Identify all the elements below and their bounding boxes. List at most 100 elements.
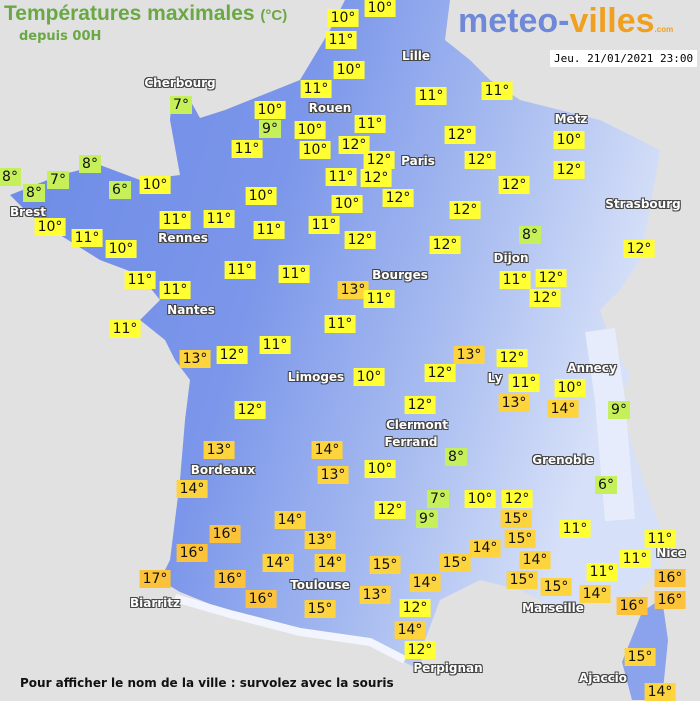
temperature-marker[interactable]: 10° (353, 368, 385, 386)
temperature-marker[interactable]: 15° (540, 578, 572, 596)
temperature-marker[interactable]: 11° (586, 563, 618, 581)
temperature-marker[interactable]: 11° (354, 115, 386, 133)
temperature-marker[interactable]: 12° (529, 289, 561, 307)
temperature-marker[interactable]: 11° (231, 140, 263, 158)
temperature-marker[interactable]: 16° (616, 597, 648, 615)
temperature-marker[interactable]: 13° (179, 350, 211, 368)
temperature-marker[interactable]: 14° (519, 551, 551, 569)
temperature-marker[interactable]: 12° (344, 231, 376, 249)
temperature-marker[interactable]: 16° (176, 544, 208, 562)
temperature-marker[interactable]: 14° (409, 574, 441, 592)
temperature-marker[interactable]: 13° (453, 346, 485, 364)
temperature-marker[interactable]: 14° (274, 511, 306, 529)
temperature-marker[interactable]: 12° (501, 490, 533, 508)
temperature-marker[interactable]: 8° (23, 184, 45, 202)
temperature-marker[interactable]: 14° (579, 585, 611, 603)
temperature-marker[interactable]: 15° (304, 600, 336, 618)
temperature-marker[interactable]: 11° (300, 80, 332, 98)
temperature-marker[interactable]: 14° (176, 480, 208, 498)
temperature-marker[interactable]: 11° (203, 210, 235, 228)
temperature-marker[interactable]: 10° (34, 218, 66, 236)
temperature-marker[interactable]: 11° (415, 87, 447, 105)
temperature-marker[interactable]: 8° (79, 155, 101, 173)
temperature-marker[interactable]: 16° (245, 590, 277, 608)
temperature-marker[interactable]: 9° (259, 120, 281, 138)
temperature-marker[interactable]: 10° (333, 61, 365, 79)
meteo-villes-logo[interactable]: meteo-villes.com (458, 2, 673, 41)
temperature-marker[interactable]: 12° (338, 136, 370, 154)
temperature-marker[interactable]: 11° (559, 520, 591, 538)
temperature-marker[interactable]: 9° (416, 510, 438, 528)
temperature-marker[interactable]: 16° (654, 569, 686, 587)
temperature-marker[interactable]: 14° (394, 621, 426, 639)
temperature-marker[interactable]: 13° (498, 394, 530, 412)
temperature-marker[interactable]: 13° (304, 531, 336, 549)
temperature-marker[interactable]: 11° (159, 281, 191, 299)
temperature-marker[interactable]: 10° (327, 9, 359, 27)
temperature-marker[interactable]: 11° (278, 265, 310, 283)
temperature-marker[interactable]: 15° (500, 510, 532, 528)
temperature-marker[interactable]: 15° (369, 556, 401, 574)
temperature-marker[interactable]: 12° (498, 176, 530, 194)
temperature-marker[interactable]: 12° (444, 126, 476, 144)
temperature-marker[interactable]: 14° (644, 683, 676, 701)
temperature-marker[interactable]: 11° (499, 271, 531, 289)
temperature-marker[interactable]: 7° (47, 171, 69, 189)
temperature-marker[interactable]: 14° (311, 441, 343, 459)
temperature-marker[interactable]: 11° (325, 168, 357, 186)
temperature-marker[interactable]: 12° (363, 151, 395, 169)
temperature-marker[interactable]: 11° (253, 221, 285, 239)
temperature-marker[interactable]: 11° (308, 216, 340, 234)
temperature-marker[interactable]: 8° (0, 168, 21, 186)
temperature-marker[interactable]: 11° (324, 315, 356, 333)
temperature-marker[interactable]: 10° (364, 0, 396, 17)
temperature-marker[interactable]: 13° (203, 441, 235, 459)
temperature-marker[interactable]: 10° (139, 176, 171, 194)
temperature-marker[interactable]: 7° (170, 96, 192, 114)
temperature-marker[interactable]: 9° (608, 401, 630, 419)
temperature-marker[interactable]: 15° (439, 554, 471, 572)
temperature-marker[interactable]: 14° (469, 539, 501, 557)
temperature-marker[interactable]: 12° (382, 189, 414, 207)
temperature-marker[interactable]: 12° (399, 599, 431, 617)
temperature-marker[interactable]: 11° (325, 31, 357, 49)
temperature-marker[interactable]: 11° (508, 374, 540, 392)
temperature-marker[interactable]: 16° (654, 591, 686, 609)
temperature-marker[interactable]: 8° (519, 226, 541, 244)
temperature-marker[interactable]: 10° (553, 131, 585, 149)
temperature-marker[interactable]: 12° (404, 396, 436, 414)
temperature-marker[interactable]: 12° (449, 201, 481, 219)
temperature-marker[interactable]: 11° (109, 320, 141, 338)
temperature-marker[interactable]: 15° (624, 648, 656, 666)
temperature-marker[interactable]: 12° (429, 236, 461, 254)
temperature-marker[interactable]: 12° (234, 401, 266, 419)
temperature-marker[interactable]: 10° (554, 379, 586, 397)
temperature-marker[interactable]: 13° (317, 466, 349, 484)
temperature-marker[interactable]: 10° (364, 460, 396, 478)
temperature-marker[interactable]: 10° (331, 195, 363, 213)
temperature-marker[interactable]: 12° (464, 151, 496, 169)
temperature-marker[interactable]: 14° (314, 554, 346, 572)
temperature-marker[interactable]: 12° (404, 641, 436, 659)
temperature-marker[interactable]: 10° (294, 121, 326, 139)
temperature-marker[interactable]: 11° (124, 271, 156, 289)
temperature-marker[interactable]: 15° (506, 571, 538, 589)
temperature-marker[interactable]: 14° (262, 554, 294, 572)
temperature-marker[interactable]: 11° (644, 530, 676, 548)
temperature-marker[interactable]: 11° (71, 229, 103, 247)
temperature-marker[interactable]: 16° (209, 525, 241, 543)
temperature-marker[interactable]: 10° (105, 240, 137, 258)
temperature-marker[interactable]: 14° (547, 400, 579, 418)
temperature-marker[interactable]: 11° (481, 82, 513, 100)
temperature-marker[interactable]: 6° (595, 476, 617, 494)
temperature-marker[interactable]: 15° (504, 530, 536, 548)
temperature-marker[interactable]: 13° (359, 586, 391, 604)
temperature-marker[interactable]: 16° (214, 570, 246, 588)
temperature-marker[interactable]: 7° (427, 490, 449, 508)
temperature-marker[interactable]: 13° (337, 281, 369, 299)
temperature-marker[interactable]: 12° (623, 240, 655, 258)
temperature-marker[interactable]: 11° (363, 290, 395, 308)
temperature-marker[interactable]: 12° (360, 169, 392, 187)
temperature-marker[interactable]: 12° (535, 269, 567, 287)
temperature-marker[interactable]: 12° (216, 346, 248, 364)
